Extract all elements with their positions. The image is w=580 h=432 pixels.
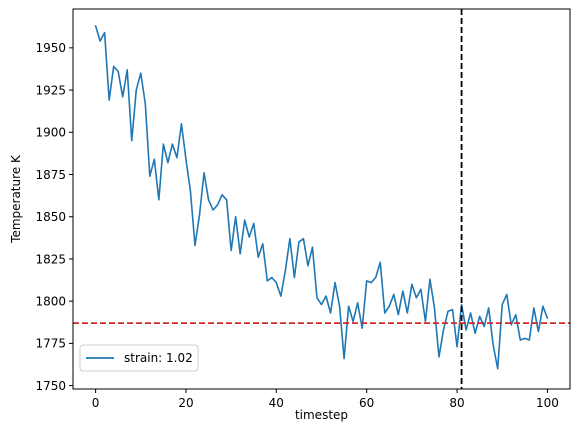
x-tick-label: 80 xyxy=(449,396,464,410)
y-tick-label: 1775 xyxy=(35,337,66,351)
x-axis-title: timestep xyxy=(295,408,348,422)
y-tick-label: 1925 xyxy=(35,83,66,97)
legend-label: strain: 1.02 xyxy=(124,351,193,365)
reference-lines xyxy=(73,9,570,389)
y-tick-label: 1900 xyxy=(35,126,66,140)
y-tick-label: 1750 xyxy=(35,379,66,393)
y-tick-label: 1875 xyxy=(35,168,66,182)
x-tick-label: 100 xyxy=(536,396,559,410)
x-tick-label: 60 xyxy=(359,396,374,410)
x-tick-label: 0 xyxy=(92,396,100,410)
axes-frame xyxy=(72,8,571,390)
legend-box xyxy=(79,344,199,372)
ticks-layer: 0 20 40 60 80 100 1750 1775 1800 1825 1850 1875 1900… xyxy=(35,41,558,410)
y-tick-label: 1800 xyxy=(35,294,66,308)
data-layer xyxy=(94,25,549,370)
x-tick-label: 40 xyxy=(269,396,284,410)
legend: strain: 1.02 xyxy=(79,344,199,372)
y-axis-title: Temperature K xyxy=(9,154,23,244)
y-tick-label: 1825 xyxy=(35,252,66,266)
x-tick-label: 20 xyxy=(178,396,193,410)
series-line xyxy=(94,25,549,370)
y-tick-label: 1950 xyxy=(35,41,66,55)
y-tick-label: 1850 xyxy=(35,210,66,224)
